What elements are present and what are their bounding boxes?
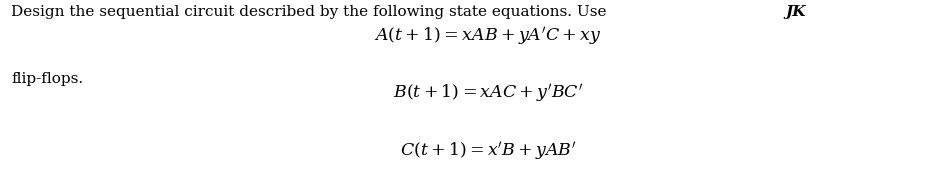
Text: $B(t + 1) = xAC + y'BC'$: $B(t + 1) = xAC + y'BC'$ <box>393 83 583 105</box>
Text: JK: JK <box>785 5 806 19</box>
Text: $A(t + 1) = xAB + yA'C + xy$: $A(t + 1) = xAB + yA'C + xy$ <box>375 26 602 48</box>
Text: Design the sequential circuit described by the following state equations. Use: Design the sequential circuit described … <box>11 5 611 19</box>
Text: flip-flops.: flip-flops. <box>11 72 84 86</box>
Text: $C(t + 1) = x'B + yAB'$: $C(t + 1) = x'B + yAB'$ <box>400 141 577 163</box>
